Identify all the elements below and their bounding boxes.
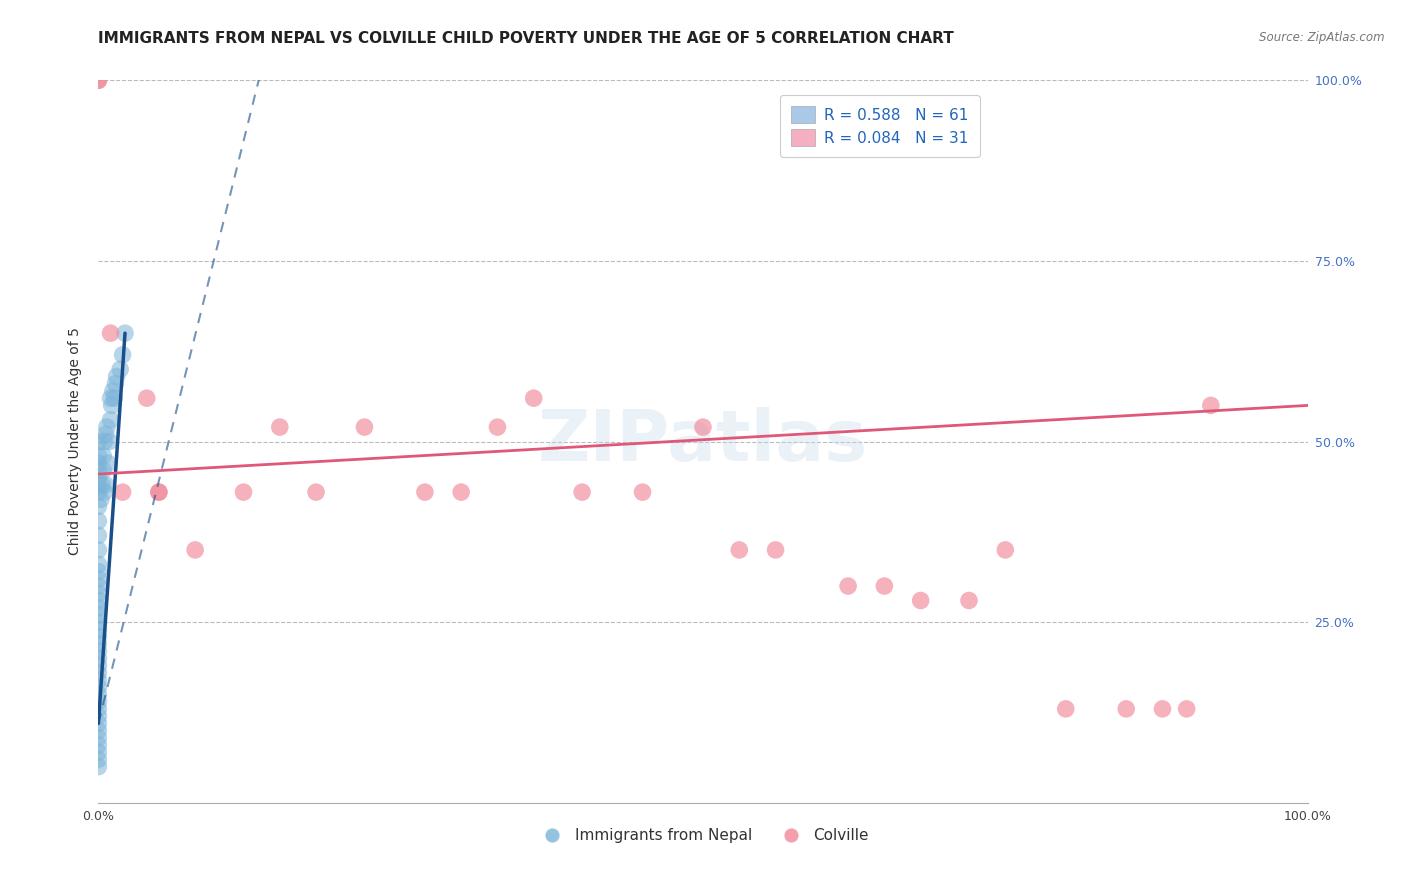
- Point: [184, 542, 207, 557]
- Point: [94, 427, 117, 442]
- Point: [269, 420, 291, 434]
- Point: [87, 463, 110, 477]
- Point: [87, 745, 110, 759]
- Point: [87, 760, 110, 774]
- Point: [87, 586, 110, 600]
- Point: [87, 449, 110, 463]
- Point: [957, 593, 980, 607]
- Point: [87, 695, 110, 709]
- Y-axis label: Child Poverty Under the Age of 5: Child Poverty Under the Age of 5: [69, 327, 83, 556]
- Point: [87, 73, 110, 87]
- Point: [103, 391, 125, 405]
- Point: [837, 579, 859, 593]
- Point: [87, 593, 110, 607]
- Point: [305, 485, 328, 500]
- Point: [87, 542, 110, 557]
- Point: [571, 485, 593, 500]
- Point: [111, 348, 134, 362]
- Point: [148, 485, 170, 500]
- Point: [232, 485, 254, 500]
- Point: [87, 738, 110, 752]
- Text: Source: ZipAtlas.com: Source: ZipAtlas.com: [1260, 31, 1385, 45]
- Legend: Immigrants from Nepal, Colville: Immigrants from Nepal, Colville: [531, 822, 875, 849]
- Point: [1199, 398, 1222, 412]
- Point: [692, 420, 714, 434]
- Point: [111, 485, 134, 500]
- Text: ZIPatlas: ZIPatlas: [538, 407, 868, 476]
- Point: [1054, 702, 1077, 716]
- Point: [98, 434, 121, 449]
- Point: [93, 485, 115, 500]
- Point: [87, 687, 110, 701]
- Point: [87, 470, 110, 484]
- Point: [728, 542, 751, 557]
- Point: [87, 731, 110, 745]
- Text: IMMIGRANTS FROM NEPAL VS COLVILLE CHILD POVERTY UNDER THE AGE OF 5 CORRELATION C: IMMIGRANTS FROM NEPAL VS COLVILLE CHILD …: [98, 31, 955, 46]
- Point: [87, 600, 110, 615]
- Point: [94, 478, 117, 492]
- Point: [148, 485, 170, 500]
- Point: [1152, 702, 1174, 716]
- Point: [413, 485, 436, 500]
- Point: [87, 615, 110, 630]
- Point: [100, 391, 122, 405]
- Point: [87, 752, 110, 766]
- Point: [873, 579, 896, 593]
- Point: [523, 391, 546, 405]
- Point: [100, 413, 122, 427]
- Point: [87, 485, 110, 500]
- Point: [87, 565, 110, 579]
- Point: [87, 528, 110, 542]
- Point: [87, 673, 110, 687]
- Point: [1115, 702, 1137, 716]
- Point: [87, 607, 110, 622]
- Point: [765, 542, 787, 557]
- Point: [87, 709, 110, 723]
- Point: [93, 434, 115, 449]
- Point: [87, 665, 110, 680]
- Point: [87, 500, 110, 514]
- Point: [87, 637, 110, 651]
- Point: [105, 369, 128, 384]
- Point: [87, 478, 110, 492]
- Point: [910, 593, 932, 607]
- Point: [114, 326, 136, 340]
- Point: [87, 658, 110, 673]
- Point: [97, 456, 120, 470]
- Point: [91, 463, 114, 477]
- Point: [135, 391, 157, 405]
- Point: [87, 716, 110, 731]
- Point: [87, 456, 110, 470]
- Point: [91, 449, 114, 463]
- Point: [87, 680, 110, 694]
- Point: [87, 644, 110, 658]
- Point: [631, 485, 654, 500]
- Point: [101, 384, 124, 398]
- Point: [87, 558, 110, 572]
- Point: [87, 623, 110, 637]
- Point: [90, 492, 112, 507]
- Point: [87, 702, 110, 716]
- Point: [87, 723, 110, 738]
- Point: [87, 73, 110, 87]
- Point: [87, 630, 110, 644]
- Point: [87, 651, 110, 665]
- Point: [353, 420, 375, 434]
- Point: [486, 420, 509, 434]
- Point: [96, 420, 118, 434]
- Point: [87, 572, 110, 586]
- Point: [100, 398, 122, 412]
- Point: [100, 326, 122, 340]
- Point: [1175, 702, 1198, 716]
- Point: [104, 376, 127, 391]
- Point: [450, 485, 472, 500]
- Point: [994, 542, 1017, 557]
- Point: [108, 362, 131, 376]
- Point: [87, 579, 110, 593]
- Point: [87, 434, 110, 449]
- Point: [87, 514, 110, 528]
- Point: [91, 478, 114, 492]
